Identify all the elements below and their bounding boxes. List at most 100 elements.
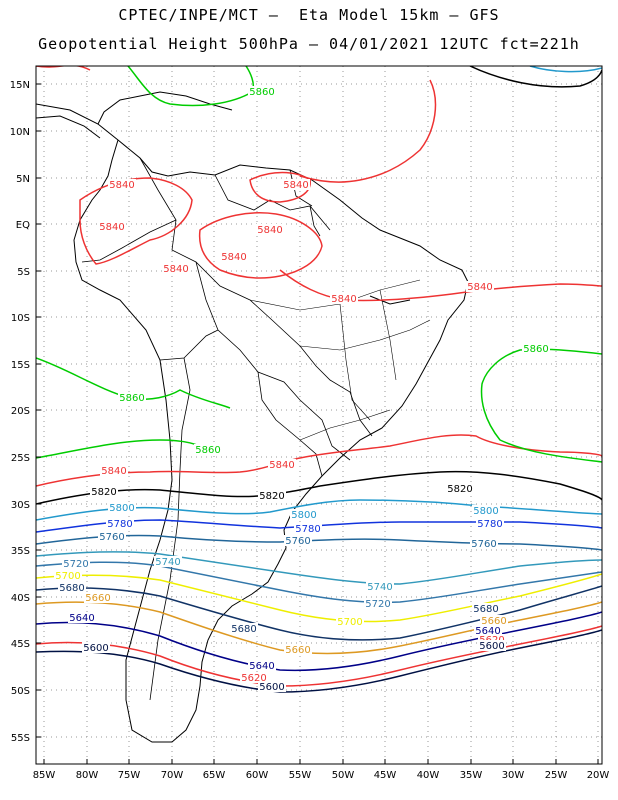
contour-line-5860	[36, 439, 211, 459]
contour-label-5680: 5680	[231, 624, 256, 635]
contour-line-5800	[36, 499, 602, 521]
contour-label-5840: 5840	[99, 222, 124, 233]
map-frame	[35, 65, 603, 765]
contour-label-5760: 5760	[471, 539, 496, 550]
contour-label-5860: 5860	[249, 87, 274, 98]
lon-tick-label: 25W	[545, 770, 568, 781]
lat-tick-label: 25S	[11, 453, 30, 464]
contour-label-5780: 5780	[477, 519, 502, 530]
lat-tick-label: EQ	[16, 220, 30, 231]
lat-tick-label: 5N	[16, 174, 30, 185]
contour-label-5820: 5820	[447, 484, 472, 495]
lat-tick-label: 15N	[10, 80, 30, 91]
contour-label-5840: 5840	[257, 225, 282, 236]
lat-tick-label: 30S	[11, 500, 30, 511]
contour-line-5840	[79, 177, 193, 265]
contour-labels: 5860 5860 5860 5860 5840 5840 5840 5840 5840 5840…	[54, 86, 550, 693]
contour-label-5800: 5800	[291, 510, 316, 521]
contour-line-5800	[529, 66, 602, 73]
lon-tick-label: 85W	[33, 770, 56, 781]
lat-tick-label: 40S	[11, 593, 30, 604]
contour-label-5700: 5700	[337, 617, 362, 628]
chart-title: CPTEC/INPE/MCT — Eta Model 15km — GFS	[118, 6, 500, 24]
contour-label-5860: 5860	[119, 393, 144, 404]
contour-label-5800: 5800	[473, 506, 498, 517]
contour-line-5840	[198, 212, 323, 279]
contour-label-5720: 5720	[63, 559, 88, 570]
lon-tick-label: 20W	[587, 770, 610, 781]
lat-tick-label: 45S	[11, 639, 30, 650]
contour-label-5660: 5660	[85, 593, 110, 604]
lon-tick-label: 30W	[502, 770, 525, 781]
contour-label-5720: 5720	[365, 599, 390, 610]
contour-line-5640	[36, 611, 602, 672]
contour-line-5720	[36, 561, 602, 604]
lon-tick-label: 50W	[332, 770, 355, 781]
contour-label-5780: 5780	[295, 524, 320, 535]
contour-line-5860	[36, 357, 231, 409]
lon-tick-label: 80W	[76, 770, 99, 781]
lon-tick-label: 55W	[289, 770, 312, 781]
lon-tick-label: 70W	[161, 770, 184, 781]
contour-line-5620	[36, 625, 602, 687]
contour-label-5840: 5840	[101, 466, 126, 477]
contour-line-5860	[127, 66, 255, 107]
contour-label-5840: 5840	[331, 294, 356, 305]
contour-line-5600	[36, 629, 602, 693]
contour-label-5600: 5600	[259, 682, 284, 693]
contour-line-5680	[36, 585, 602, 641]
contour-line-5840	[279, 269, 602, 302]
lat-tick-label: 10N	[10, 127, 30, 138]
contour-label-5660: 5660	[481, 616, 506, 627]
lon-tick-label: 35W	[460, 770, 483, 781]
contour-label-5840: 5840	[109, 180, 134, 191]
contour-line-5820	[36, 470, 602, 505]
contour-line-5840	[249, 171, 311, 203]
contour-label-5760: 5760	[285, 536, 310, 547]
lat-tick-label: 35S	[11, 546, 30, 557]
contour-label-5740: 5740	[367, 582, 392, 593]
contour-label-5840: 5840	[163, 264, 188, 275]
contour-label-5740: 5740	[155, 557, 180, 568]
contour-line-5760	[36, 534, 602, 551]
contour-label-5860: 5860	[523, 344, 548, 355]
lat-tick-label: 55S	[11, 733, 30, 744]
contour-label-5840: 5840	[283, 180, 308, 191]
contour-label-5600: 5600	[83, 643, 108, 654]
contour-line-5700	[36, 573, 602, 623]
lat-tick-label: 10S	[11, 313, 30, 324]
lat-tick-label: 15S	[11, 360, 30, 371]
contour-label-5660: 5660	[285, 645, 310, 656]
lon-tick-label: 60W	[246, 770, 269, 781]
contour-line-5820	[469, 66, 602, 88]
contour-label-5820: 5820	[91, 487, 116, 498]
lat-tick-label: 50S	[11, 686, 30, 697]
lon-tick-label: 40W	[417, 770, 440, 781]
contour-label-5640: 5640	[69, 613, 94, 624]
contour-line-5840	[36, 434, 602, 487]
contour-line-5780	[36, 519, 602, 533]
contour-label-5760: 5760	[99, 532, 124, 543]
lon-tick-label: 65W	[203, 770, 226, 781]
contour-label-5780: 5780	[107, 519, 132, 530]
chart-subtitle: Geopotential Height 500hPa — 04/01/2021 …	[38, 35, 580, 53]
contour-line-5660	[36, 601, 602, 655]
contour-label-5800: 5800	[109, 503, 134, 514]
contour-label-5700: 5700	[55, 571, 80, 582]
contour-label-5860: 5860	[195, 445, 220, 456]
contour-label-5680: 5680	[473, 604, 498, 615]
contour-label-5620: 5620	[241, 673, 266, 684]
contour-line-5740	[36, 551, 602, 585]
contour-label-5820: 5820	[259, 491, 284, 502]
contour-label-5640: 5640	[475, 626, 500, 637]
lat-tick-label: 20S	[11, 406, 30, 417]
lat-axis: 15N 10N 5N EQ 5S 10S 15S 20S 25S 30S 35S 40S 45S 50S 5…	[10, 80, 41, 744]
lat-lon-grid	[36, 66, 602, 764]
contour-label-5600: 5600	[479, 641, 504, 652]
contour-label-5840: 5840	[467, 282, 492, 293]
contour-label-5840: 5840	[269, 460, 294, 471]
country-borders	[81, 157, 373, 701]
contour-line-5840	[299, 79, 437, 183]
contour-line-5840	[36, 66, 91, 71]
